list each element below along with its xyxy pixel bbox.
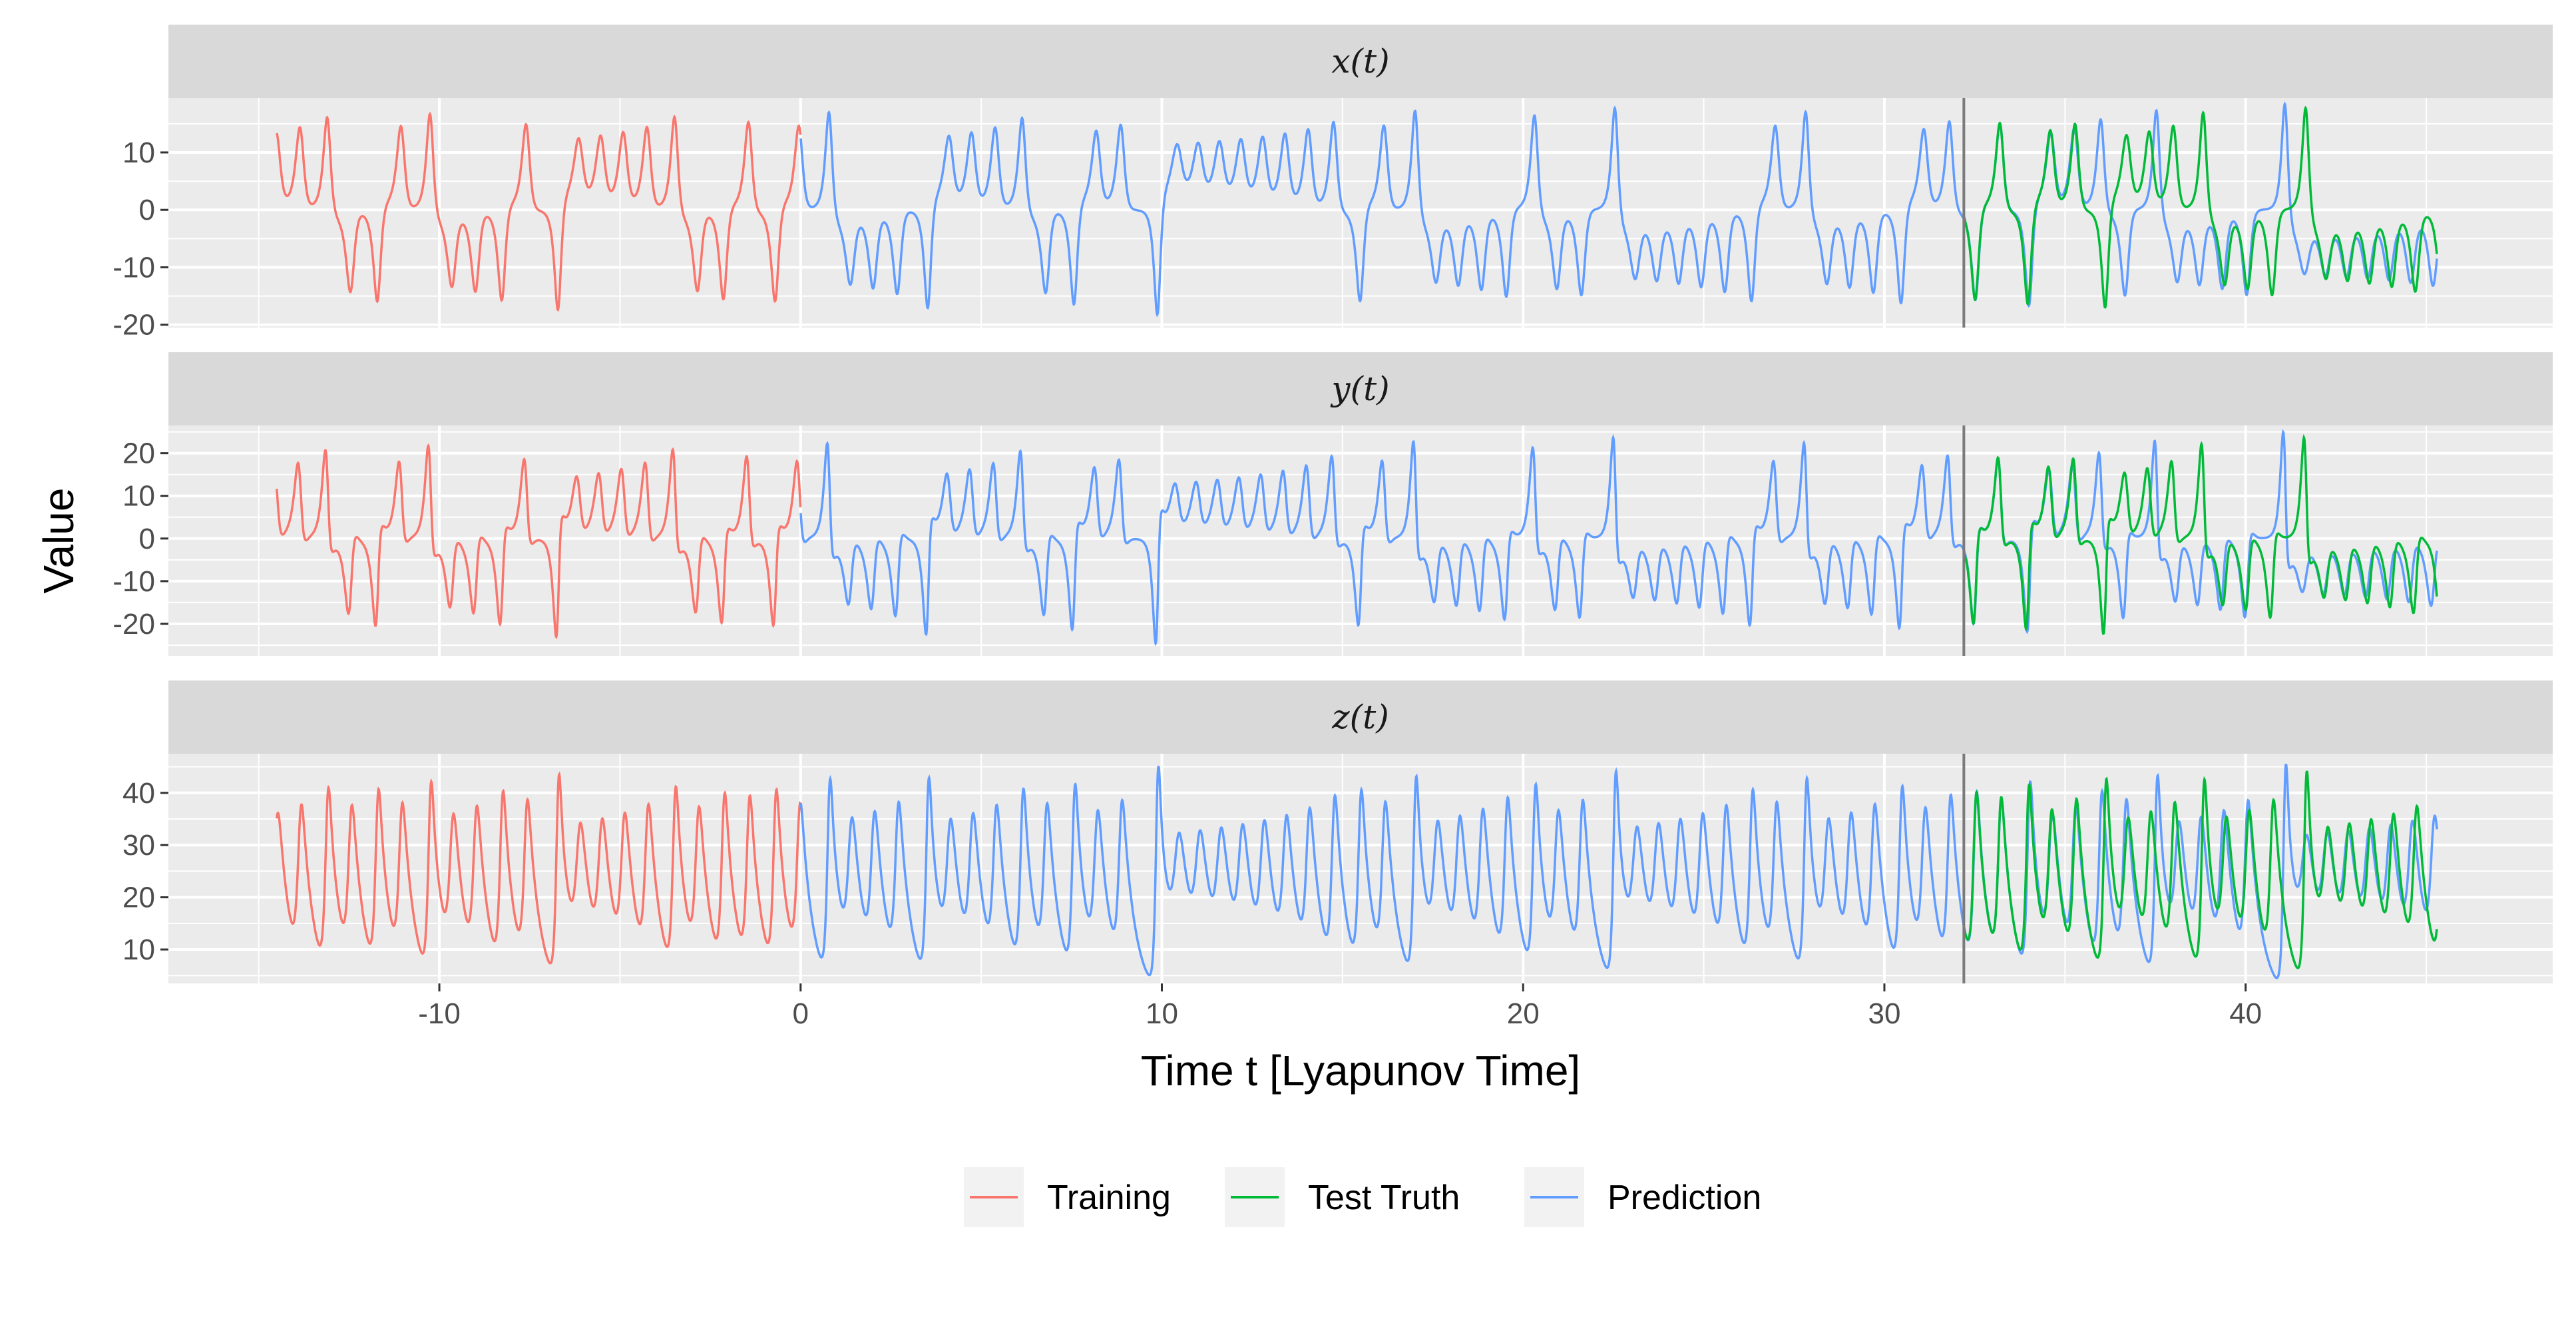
- legend-label: Test Truth: [1308, 1179, 1460, 1217]
- legend-label: Prediction: [1608, 1179, 1761, 1217]
- y-tick-label: 40: [122, 777, 155, 810]
- x-axis-title: Time t [Lyapunov Time]: [1141, 1047, 1580, 1095]
- panel-background-2: [168, 425, 2553, 656]
- x-tick-label: -10: [418, 997, 461, 1030]
- facet-strip-3: [168, 680, 2553, 754]
- facet-strip-label-2: y(t): [1330, 370, 1389, 408]
- series-line-training: [276, 443, 802, 640]
- x-tick-label: 40: [2229, 997, 2262, 1030]
- y-tick-label: 0: [139, 523, 155, 555]
- y-tick-label: -10: [112, 251, 155, 284]
- y-tick-label: 10: [122, 480, 155, 513]
- series-line-training: [276, 771, 801, 965]
- series-line-prediction: [799, 429, 2438, 647]
- x-tick-label: 10: [1146, 997, 1178, 1030]
- x-tick-label: 0: [793, 997, 809, 1030]
- y-tick-label: -20: [112, 309, 155, 342]
- y-tick-label: 20: [122, 882, 155, 914]
- panels-layer: x(t) -20 -10 0 10 y(t) -20 -10 0 10 20 z(t) 10 20 30 40: [112, 25, 2553, 983]
- facet-panel-2: y(t) -20 -10 0 10 20: [112, 352, 2553, 656]
- facet-strip-2: [168, 352, 2553, 425]
- x-tick-label: 30: [1868, 997, 1900, 1030]
- facet-strip-label-1: x(t): [1331, 42, 1389, 81]
- legend-item-prediction: Prediction: [1524, 1167, 1761, 1227]
- legend-item-training: Training: [964, 1167, 1171, 1227]
- y-tick-label: -20: [112, 608, 155, 641]
- series-line-prediction: [799, 101, 2438, 318]
- y-tick-label: 20: [122, 437, 155, 470]
- y-tick-label: 0: [139, 194, 155, 226]
- facet-panel-1: x(t) -20 -10 0 10: [112, 25, 2553, 342]
- x-tick-label: 20: [1507, 997, 1540, 1030]
- series-line-test-truth: [1962, 770, 2438, 969]
- y-axis-title: Value: [35, 488, 83, 594]
- legend: Training Test Truth Prediction: [964, 1167, 1761, 1227]
- legend-label: Training: [1047, 1179, 1171, 1217]
- series-line-test-truth: [1962, 105, 2438, 309]
- facet-strip-1: [168, 25, 2553, 98]
- series-line-prediction: [799, 764, 2438, 979]
- facet-strip-label-3: z(t): [1331, 698, 1389, 736]
- series-line-training: [276, 111, 802, 312]
- x-axis: -10 0 10 20 30 40: [418, 983, 2262, 1030]
- y-tick-label: 10: [122, 933, 155, 966]
- y-tick-label: -10: [112, 565, 155, 598]
- series-line-test-truth: [1962, 433, 2438, 635]
- legend-item-test-truth: Test Truth: [1225, 1167, 1460, 1227]
- y-tick-label: 10: [122, 136, 155, 169]
- y-tick-label: 30: [122, 829, 155, 862]
- facet-panel-3: z(t) 10 20 30 40: [122, 680, 2553, 983]
